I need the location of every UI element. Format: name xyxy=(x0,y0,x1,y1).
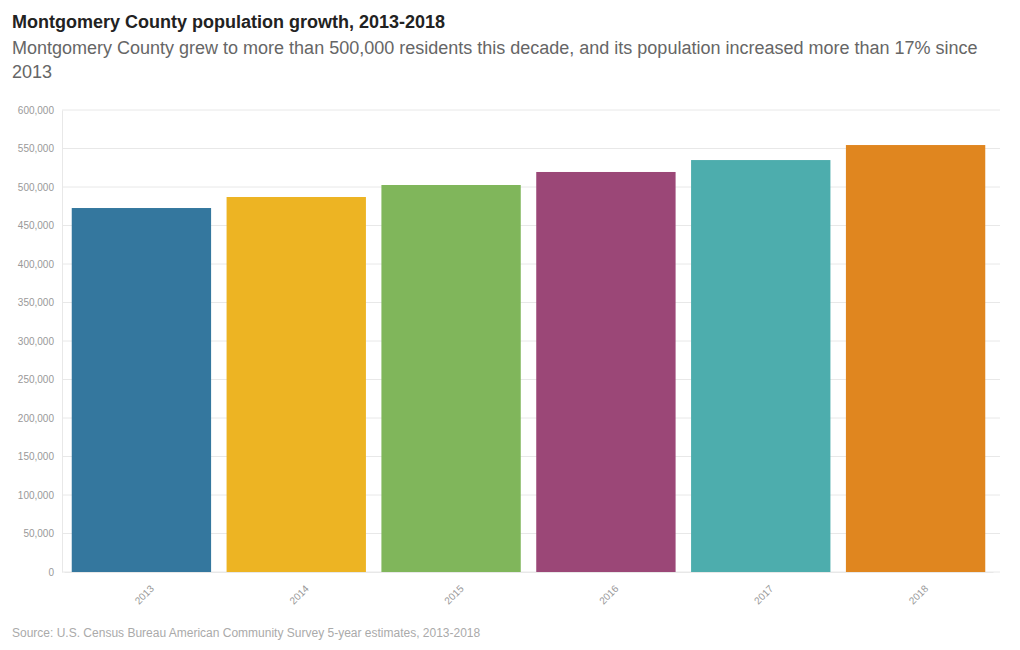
y-tick-label: 50,000 xyxy=(23,528,54,539)
subtitle-line: Montgomery County grew to more than 500,… xyxy=(12,38,978,58)
y-tick: 150,000 xyxy=(18,451,62,462)
y-tick-label: 450,000 xyxy=(18,220,55,231)
y-tick: 250,000 xyxy=(18,374,62,385)
x-axis-line xyxy=(65,572,994,573)
y-tick-label: 150,000 xyxy=(18,451,55,462)
bar xyxy=(691,160,830,572)
title: Montgomery County population growth, 201… xyxy=(12,12,445,32)
y-tick: 0 xyxy=(48,567,62,578)
x-tick-label: 2013 xyxy=(133,583,157,607)
grid-line xyxy=(62,110,1000,111)
x-axis: 2013 2014 2015 2016 2017 2018 xyxy=(65,572,994,606)
x-tick-label: 2018 xyxy=(907,583,931,607)
bar xyxy=(72,208,211,572)
x-tick-label: 2016 xyxy=(597,583,621,607)
y-tick: 550,000 xyxy=(18,143,62,154)
bar xyxy=(536,172,675,572)
y-tick: 300,000 xyxy=(18,336,62,347)
x-tick-label: 2017 xyxy=(752,583,776,607)
y-tick-label: 400,000 xyxy=(18,259,55,270)
x-tick-label: 2014 xyxy=(287,583,311,607)
x-tick: 2016 xyxy=(597,572,621,606)
y-tick-label: 200,000 xyxy=(18,413,55,424)
x-tick: 2015 xyxy=(442,572,466,606)
y-axis-line xyxy=(62,111,63,573)
y-tick: 400,000 xyxy=(18,259,62,270)
x-tick: 2013 xyxy=(133,572,157,606)
y-axis: 0 50,000 100,000 150,000 200,000 250,000 300,0… xyxy=(18,105,63,578)
subtitle: Montgomery County grew to more than 500,… xyxy=(12,38,978,82)
bar xyxy=(381,185,520,572)
source: Source: U.S. Census Bureau American Comm… xyxy=(12,626,481,640)
y-tick: 600,000 xyxy=(18,105,62,116)
y-tick-label: 550,000 xyxy=(18,143,55,154)
y-tick-label: 500,000 xyxy=(18,182,55,193)
bar xyxy=(846,145,985,572)
chart: Montgomery County population growth, 201… xyxy=(0,0,1020,650)
grid xyxy=(62,110,1000,572)
y-tick: 500,000 xyxy=(18,182,62,193)
y-tick-label: 350,000 xyxy=(18,297,55,308)
y-tick-label: 600,000 xyxy=(18,105,55,116)
bar xyxy=(227,197,366,572)
subtitle-line: 2013 xyxy=(12,62,52,82)
y-tick-label: 250,000 xyxy=(18,374,55,385)
x-tick: 2018 xyxy=(907,572,931,606)
x-tick-label: 2015 xyxy=(442,583,466,607)
y-tick-label: 300,000 xyxy=(18,336,55,347)
y-tick-label: 100,000 xyxy=(18,490,55,501)
y-tick: 450,000 xyxy=(18,220,62,231)
bars xyxy=(72,145,986,572)
y-tick: 100,000 xyxy=(18,490,62,501)
y-tick-label: 0 xyxy=(48,567,54,578)
y-tick: 50,000 xyxy=(23,528,62,539)
x-tick: 2017 xyxy=(752,572,776,606)
x-tick: 2014 xyxy=(287,572,311,606)
y-tick: 350,000 xyxy=(18,297,62,308)
y-tick: 200,000 xyxy=(18,413,62,424)
